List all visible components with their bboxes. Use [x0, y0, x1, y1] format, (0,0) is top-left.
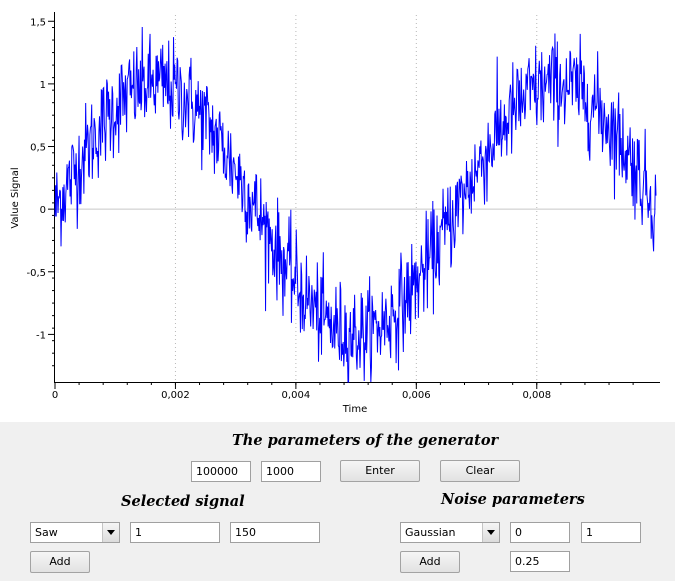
- x-tick-label: 0,004: [282, 390, 311, 401]
- x-tick-label: 0: [52, 390, 58, 401]
- y-tick-label: 1: [40, 80, 46, 91]
- signal-frequency-input[interactable]: [230, 522, 320, 543]
- signal-plot: 1,5 1 0,5 0 -0,5 -1 0 0,002 0,004 0,006 0,008 Time…: [0, 0, 675, 422]
- y-tick-label: -0,5: [26, 268, 46, 279]
- noise-section-title: Noise parameters: [441, 491, 585, 508]
- y-tick-label: 0,5: [30, 143, 46, 154]
- x-axis-label: Time: [342, 404, 367, 415]
- enter-button[interactable]: Enter: [340, 460, 420, 482]
- x-tick-label: 0,002: [161, 390, 190, 401]
- x-tick-label: 0,006: [402, 390, 431, 401]
- signal-type-value: Saw: [35, 526, 58, 539]
- sample-rate-input[interactable]: [191, 461, 251, 482]
- noise-amplitude-input[interactable]: [510, 551, 570, 572]
- sample-count-input[interactable]: [261, 461, 321, 482]
- clear-button[interactable]: Clear: [440, 460, 520, 482]
- y-axis-label: Value Signal: [10, 167, 21, 228]
- noise-variance-input[interactable]: [581, 522, 641, 543]
- y-tick-label: 0: [40, 205, 46, 216]
- signal-section-title: Selected signal: [121, 493, 245, 510]
- plot-canvas: 1,5 1 0,5 0 -0,5 -1 0 0,002 0,004 0,006 0,008 Time…: [10, 12, 660, 415]
- signal-amplitude-input[interactable]: [130, 522, 220, 543]
- y-tick-label: -1: [36, 330, 46, 341]
- generator-section-title: The parameters of the generator: [232, 432, 499, 449]
- add-noise-button[interactable]: Add: [400, 551, 460, 573]
- signal-series-line: [54, 27, 657, 383]
- chevron-down-icon[interactable]: [102, 523, 119, 542]
- x-tick-label: 0,008: [522, 390, 551, 401]
- signal-type-select[interactable]: Saw: [30, 522, 120, 543]
- y-tick-label: 1,5: [30, 17, 46, 28]
- noise-type-select[interactable]: Gaussian: [400, 522, 500, 543]
- add-signal-button[interactable]: Add: [30, 551, 90, 573]
- chevron-down-icon[interactable]: [482, 523, 499, 542]
- noise-type-value: Gaussian: [405, 526, 456, 539]
- noise-mean-input[interactable]: [510, 522, 570, 543]
